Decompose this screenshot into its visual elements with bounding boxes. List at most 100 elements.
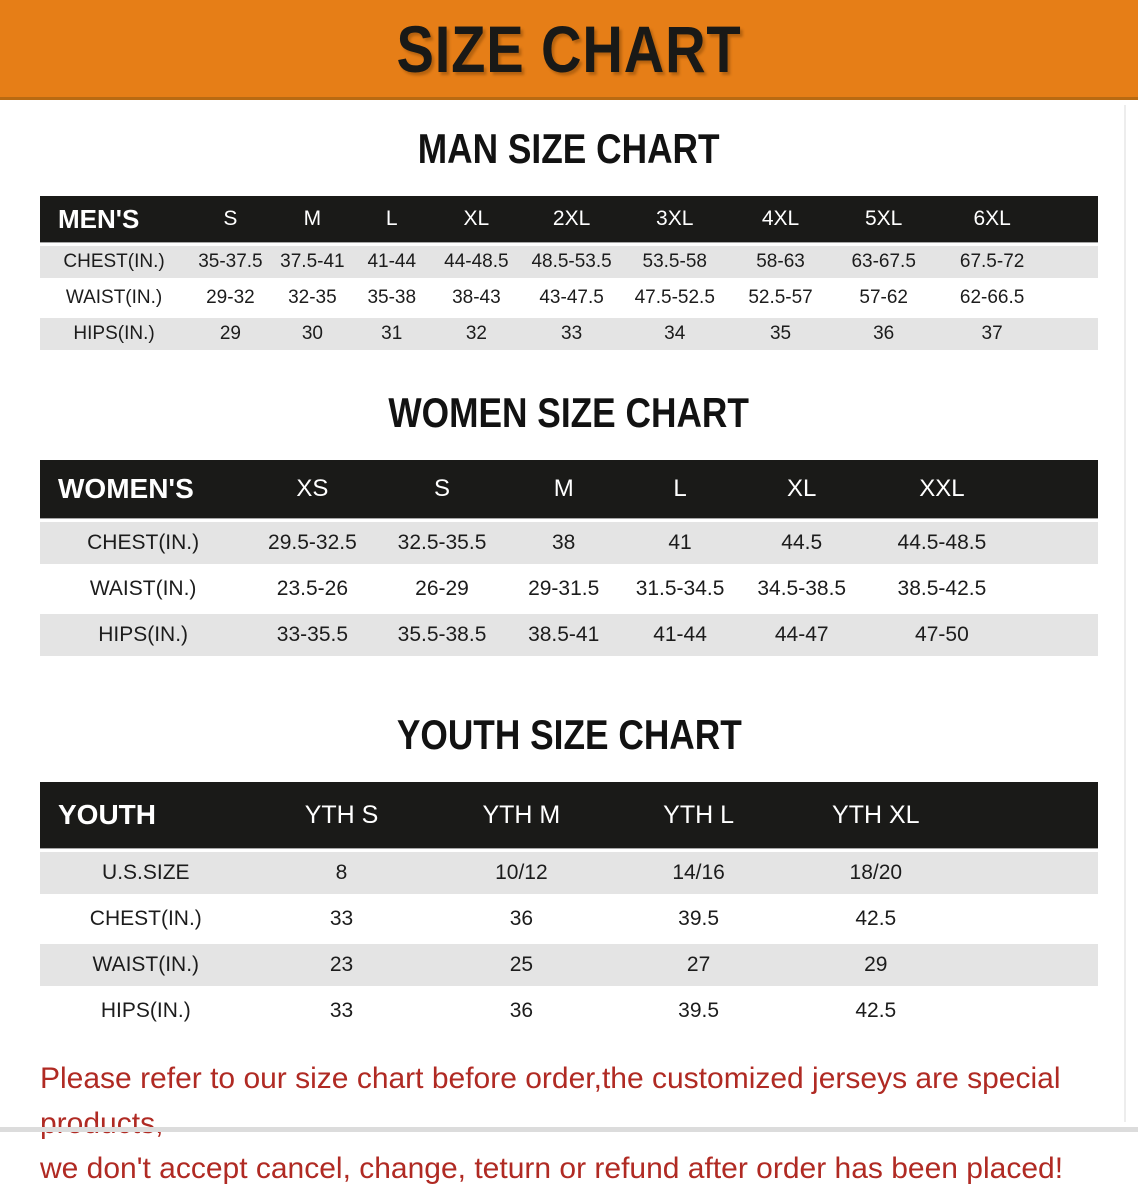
table-row: CHEST(IN.) 35-37.5 37.5-41 41-44 44-48.5 48.5… xyxy=(40,246,1098,278)
women-section-heading-text: WOMEN SIZE CHART xyxy=(388,389,750,436)
value-cell: 31.5-34.5 xyxy=(621,568,739,610)
spacer-cell xyxy=(965,782,1098,848)
size-column-header: YTH S xyxy=(251,782,432,848)
value-cell: 67.5-72 xyxy=(933,246,1051,278)
value-cell: 52.5-57 xyxy=(727,282,834,314)
youth-section-heading: YOUTH SIZE CHART xyxy=(0,712,1138,758)
table-header-label: MEN'S xyxy=(40,196,189,242)
value-cell: 57-62 xyxy=(833,282,934,314)
value-cell: 32 xyxy=(431,318,522,350)
value-cell: 37.5-41 xyxy=(272,246,353,278)
spacer-cell xyxy=(965,852,1098,894)
value-cell: 26-29 xyxy=(378,568,506,610)
value-cell: 62-66.5 xyxy=(933,282,1051,314)
size-chart-banner: SIZE CHART xyxy=(0,0,1138,100)
value-cell: 23 xyxy=(251,944,432,986)
value-cell: 33 xyxy=(251,898,432,940)
value-cell: 8 xyxy=(251,852,432,894)
disclaimer-line-2: we don't accept cancel, change, teturn o… xyxy=(40,1152,1064,1185)
size-column-header: S xyxy=(188,196,273,242)
disclaimer-line-1: Please refer to our size chart before or… xyxy=(40,1062,1061,1140)
value-cell: 25 xyxy=(431,944,612,986)
value-cell: 14/16 xyxy=(611,852,786,894)
size-column-header: L xyxy=(621,460,739,518)
value-cell: 35-38 xyxy=(352,282,432,314)
size-column-header: L xyxy=(352,196,432,242)
spacer-cell xyxy=(965,990,1098,1032)
value-cell: 34 xyxy=(621,318,728,350)
size-column-header: XXL xyxy=(865,460,1019,518)
man-section-heading: MAN SIZE CHART xyxy=(0,126,1138,172)
value-cell: 32.5-35.5 xyxy=(378,522,506,564)
size-column-header: 3XL xyxy=(621,196,728,242)
row-label-cell: HIPS(IN.) xyxy=(40,318,189,350)
row-label-cell: HIPS(IN.) xyxy=(40,614,247,656)
spacer-cell xyxy=(1018,614,1098,656)
table-row: HIPS(IN.) 29 30 31 32 33 34 35 36 37 xyxy=(40,318,1098,350)
value-cell: 43-47.5 xyxy=(521,282,622,314)
bottom-edge-artifact xyxy=(0,1127,1138,1132)
table-header-label: WOMEN'S xyxy=(40,460,247,518)
women-section-heading: WOMEN SIZE CHART xyxy=(0,390,1138,436)
size-column-header: XS xyxy=(246,460,379,518)
value-cell: 39.5 xyxy=(611,990,786,1032)
value-cell: 37 xyxy=(933,318,1051,350)
table-row: CHEST(IN.) 29.5-32.5 32.5-35.5 38 41 44.5 44.5… xyxy=(40,522,1098,564)
row-label-cell: CHEST(IN.) xyxy=(40,898,252,940)
value-cell: 18/20 xyxy=(785,852,966,894)
spacer-cell xyxy=(1050,318,1098,350)
value-cell: 47-50 xyxy=(865,614,1019,656)
size-column-header: 2XL xyxy=(521,196,622,242)
row-label-cell: WAIST(IN.) xyxy=(40,568,247,610)
table-row: HIPS(IN.) 33 36 39.5 42.5 xyxy=(40,990,1098,1032)
value-cell: 35.5-38.5 xyxy=(378,614,506,656)
value-cell: 38.5-41 xyxy=(505,614,622,656)
table-header-label: YOUTH xyxy=(40,782,252,848)
value-cell: 44-47 xyxy=(738,614,866,656)
spacer-cell xyxy=(1050,246,1098,278)
value-cell: 58-63 xyxy=(727,246,834,278)
spacer-cell xyxy=(1018,568,1098,610)
value-cell: 34.5-38.5 xyxy=(738,568,866,610)
youth-section-heading-text: YOUTH SIZE CHART xyxy=(396,711,742,758)
value-cell: 41 xyxy=(621,522,739,564)
value-cell: 44-48.5 xyxy=(431,246,522,278)
size-column-header: 6XL xyxy=(933,196,1051,242)
mens-size-table: MEN'S S M L XL 2XL 3XL 4XL 5XL 6XL CHEST(IN.) 35-37… xyxy=(40,192,1098,354)
value-cell: 29 xyxy=(785,944,966,986)
value-cell: 39.5 xyxy=(611,898,786,940)
spacer-cell xyxy=(1018,522,1098,564)
right-edge-artifact xyxy=(1124,105,1126,1122)
table-row: WAIST(IN.) 29-32 32-35 35-38 38-43 43-47.5 47.… xyxy=(40,282,1098,314)
value-cell: 48.5-53.5 xyxy=(521,246,622,278)
value-cell: 33 xyxy=(251,990,432,1032)
header-row: WOMEN'S XS S M L XL XXL xyxy=(40,460,1098,518)
spacer-cell xyxy=(1018,460,1098,518)
row-label-cell: WAIST(IN.) xyxy=(40,282,189,314)
row-label-cell: CHEST(IN.) xyxy=(40,246,189,278)
row-label-cell: WAIST(IN.) xyxy=(40,944,252,986)
spacer-cell xyxy=(1050,196,1098,242)
value-cell: 63-67.5 xyxy=(833,246,934,278)
table-row: WAIST(IN.) 23.5-26 26-29 29-31.5 31.5-34.5 34… xyxy=(40,568,1098,610)
size-column-header: XL xyxy=(738,460,866,518)
value-cell: 38-43 xyxy=(431,282,522,314)
value-cell: 38 xyxy=(505,522,622,564)
value-cell: 23.5-26 xyxy=(246,568,379,610)
value-cell: 44.5 xyxy=(738,522,866,564)
size-column-header: 4XL xyxy=(727,196,834,242)
value-cell: 38.5-42.5 xyxy=(865,568,1019,610)
row-label-cell: U.S.SIZE xyxy=(40,852,252,894)
spacer-cell xyxy=(965,944,1098,986)
table-row: U.S.SIZE 8 10/12 14/16 18/20 xyxy=(40,852,1098,894)
value-cell: 36 xyxy=(431,898,612,940)
spacer-cell xyxy=(1050,282,1098,314)
value-cell: 41-44 xyxy=(352,246,432,278)
value-cell: 42.5 xyxy=(785,990,966,1032)
value-cell: 36 xyxy=(431,990,612,1032)
value-cell: 27 xyxy=(611,944,786,986)
value-cell: 32-35 xyxy=(272,282,353,314)
man-section-heading-text: MAN SIZE CHART xyxy=(418,125,720,172)
value-cell: 35-37.5 xyxy=(188,246,273,278)
table-row: CHEST(IN.) 33 36 39.5 42.5 xyxy=(40,898,1098,940)
